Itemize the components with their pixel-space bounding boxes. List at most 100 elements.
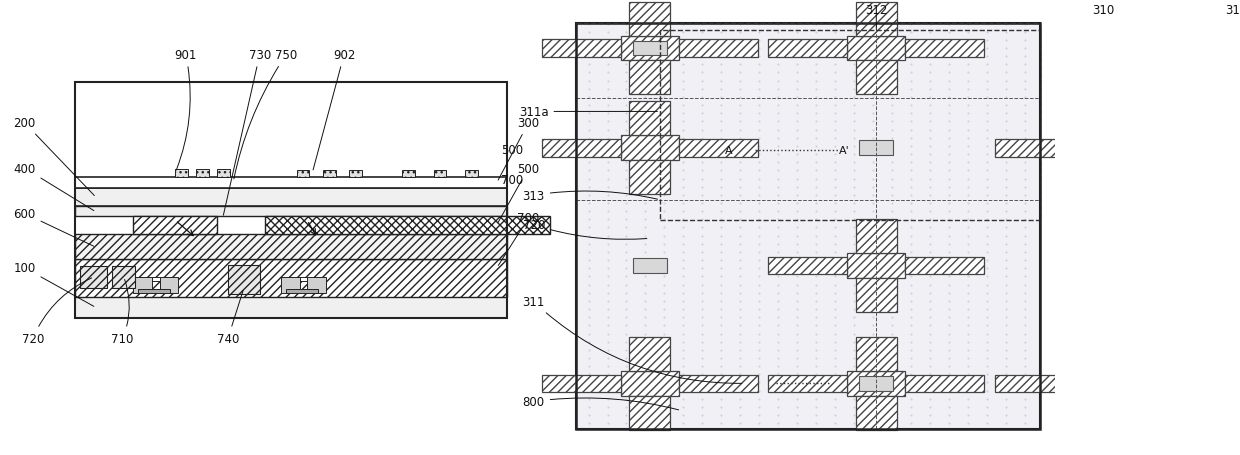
Bar <box>76 178 507 189</box>
Text: 740: 740 <box>217 291 243 345</box>
Bar <box>629 396 671 430</box>
Bar <box>350 171 362 178</box>
Bar <box>112 266 135 288</box>
Text: 902: 902 <box>312 49 355 171</box>
Bar <box>847 371 905 396</box>
Text: 750: 750 <box>234 49 298 180</box>
Text: A': A' <box>839 146 851 156</box>
Bar <box>228 265 259 294</box>
Bar <box>856 396 897 430</box>
Text: 500: 500 <box>501 144 523 157</box>
Bar <box>76 259 507 298</box>
Bar <box>575 24 1039 429</box>
Bar <box>905 40 985 58</box>
Text: 100: 100 <box>14 262 94 307</box>
Text: 311b: 311b <box>1225 4 1240 17</box>
Bar <box>859 376 893 391</box>
Bar <box>542 140 621 157</box>
Bar <box>859 141 893 156</box>
Bar <box>1221 40 1240 58</box>
Text: 720: 720 <box>22 278 92 345</box>
Bar <box>153 277 160 282</box>
Bar <box>629 3 671 36</box>
Text: 710: 710 <box>112 280 134 345</box>
Bar <box>1221 257 1240 275</box>
Bar <box>1086 259 1120 273</box>
Text: 313: 313 <box>522 189 657 202</box>
Bar <box>465 171 477 178</box>
Bar <box>621 371 678 396</box>
Bar <box>1083 337 1123 371</box>
Text: 300: 300 <box>498 117 539 181</box>
Bar <box>139 289 170 293</box>
Bar <box>81 266 107 288</box>
Text: 600: 600 <box>14 207 94 247</box>
Bar <box>76 83 507 318</box>
Text: 400: 400 <box>14 162 94 211</box>
Bar <box>434 171 446 178</box>
Bar <box>847 36 905 61</box>
Text: 310: 310 <box>1091 4 1114 17</box>
Text: 311a: 311a <box>518 106 657 119</box>
Bar <box>905 375 985 392</box>
Bar <box>994 375 1074 392</box>
Text: 200: 200 <box>14 117 94 196</box>
Bar <box>856 220 897 253</box>
Bar <box>160 277 179 293</box>
Text: 720: 720 <box>522 219 647 240</box>
Bar <box>76 189 507 206</box>
Bar <box>1074 371 1132 396</box>
Bar <box>769 375 847 392</box>
Bar <box>280 277 300 293</box>
Bar <box>678 140 758 157</box>
Bar <box>196 170 210 178</box>
Text: 312: 312 <box>866 4 888 17</box>
Bar <box>217 170 231 178</box>
Bar <box>632 259 667 273</box>
Text: 730: 730 <box>223 49 270 216</box>
Bar <box>856 337 897 371</box>
Bar <box>1086 42 1120 56</box>
Bar <box>265 216 549 234</box>
Text: 500: 500 <box>498 162 539 223</box>
Bar <box>286 289 317 293</box>
Text: 311: 311 <box>522 296 742 384</box>
Bar <box>1074 136 1132 161</box>
Bar <box>542 375 621 392</box>
Bar <box>1132 375 1211 392</box>
Bar <box>629 337 671 371</box>
Bar <box>175 170 188 178</box>
Bar <box>322 171 336 178</box>
Bar <box>632 42 667 56</box>
Bar <box>994 140 1074 157</box>
Bar <box>856 61 897 95</box>
Bar <box>678 40 758 58</box>
Bar <box>76 234 507 259</box>
Bar <box>76 298 507 318</box>
Bar <box>678 375 758 392</box>
Text: A: A <box>725 146 733 156</box>
Bar <box>402 171 414 178</box>
Bar <box>769 40 847 58</box>
Bar <box>847 253 905 278</box>
Bar <box>905 257 985 275</box>
Text: 700: 700 <box>498 212 539 266</box>
Text: 700: 700 <box>501 173 523 187</box>
Bar <box>575 24 1039 429</box>
Bar <box>542 40 621 58</box>
Bar <box>629 102 671 136</box>
Bar <box>1083 102 1123 136</box>
Text: 800: 800 <box>522 395 678 410</box>
Bar <box>769 257 847 275</box>
Bar <box>76 206 507 216</box>
Bar <box>308 277 326 293</box>
Bar <box>856 278 897 312</box>
Bar <box>296 171 309 178</box>
Text: 901: 901 <box>175 49 197 171</box>
Bar <box>660 31 1039 221</box>
Bar <box>629 61 671 95</box>
Bar <box>133 216 217 234</box>
Bar <box>133 277 153 293</box>
Bar <box>621 136 678 161</box>
Bar <box>300 277 308 282</box>
